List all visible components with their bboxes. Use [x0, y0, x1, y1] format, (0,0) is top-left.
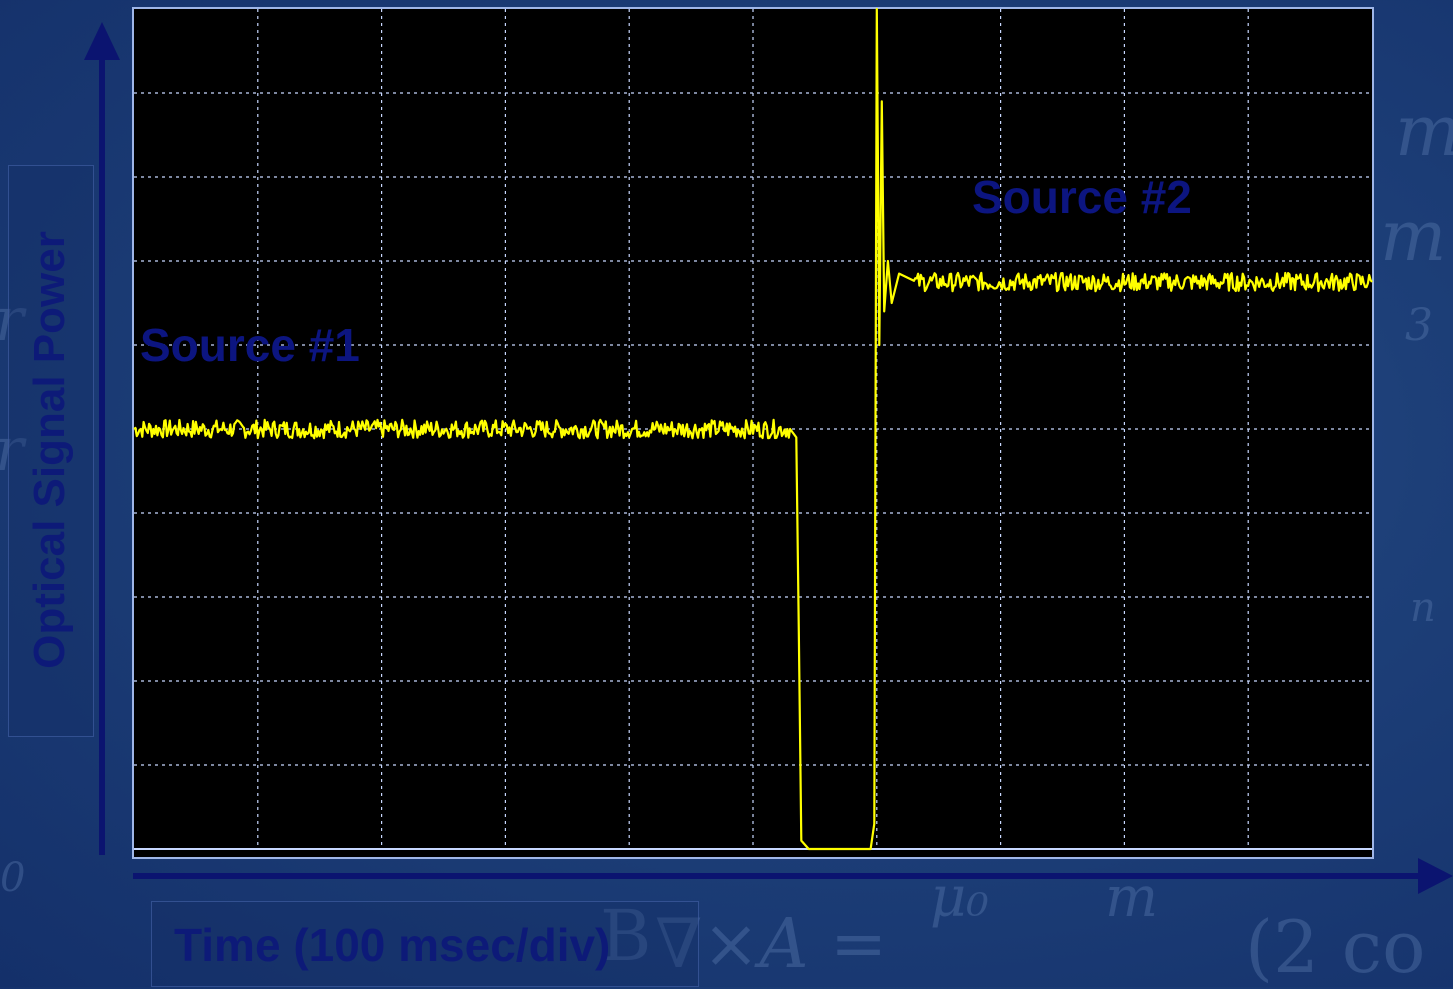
- annotation-source-2: Source #2: [972, 171, 1192, 223]
- x-axis-label: Time (100 msec/div): [174, 919, 611, 971]
- y-axis-label: Optical Signal Power: [25, 231, 74, 669]
- x-axis-label-box: [151, 901, 699, 987]
- annotation-source-1: Source #1: [140, 319, 360, 371]
- x-axis-arrowhead: [1418, 858, 1453, 894]
- y-axis-arrowhead: [84, 22, 120, 60]
- y-axis-label-box: [8, 165, 94, 737]
- signal-trace: [133, 7, 1373, 851]
